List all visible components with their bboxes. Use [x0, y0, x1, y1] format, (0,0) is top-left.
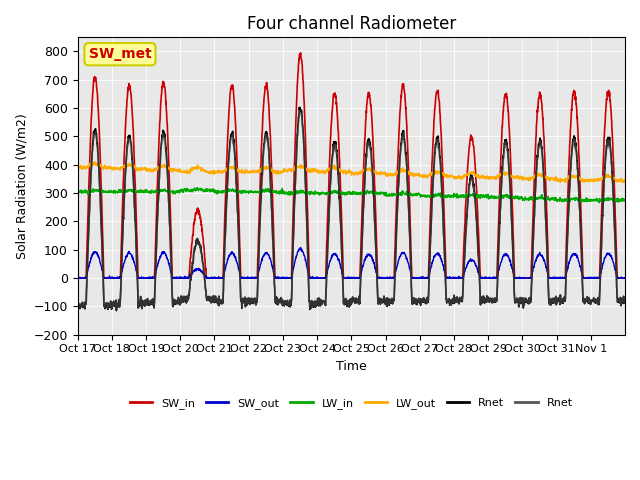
- LW_in: [193, 185, 201, 191]
- SW_in: [621, 275, 629, 281]
- Rnet: [547, 299, 555, 305]
- LW_in: [516, 195, 524, 201]
- Line: SW_out: SW_out: [77, 248, 625, 278]
- Rnet: [113, 308, 120, 313]
- SW_out: [614, 275, 621, 281]
- Rnet: [129, 162, 136, 168]
- SW_out: [74, 275, 81, 280]
- Rnet: [296, 105, 303, 110]
- Line: Rnet: Rnet: [77, 111, 625, 310]
- SW_in: [297, 50, 305, 56]
- Rnet: [247, 298, 255, 303]
- LW_in: [74, 189, 81, 194]
- SW_out: [547, 275, 555, 281]
- Rnet: [614, 300, 621, 305]
- SW_in: [129, 111, 136, 117]
- LW_out: [247, 169, 255, 175]
- Line: LW_in: LW_in: [77, 188, 625, 203]
- LW_out: [129, 162, 136, 168]
- Rnet: [247, 297, 255, 303]
- X-axis label: Time: Time: [336, 360, 367, 373]
- SW_out: [129, 254, 136, 260]
- SW_out: [297, 245, 305, 251]
- LW_in: [129, 187, 136, 192]
- LW_out: [621, 179, 629, 185]
- Line: LW_out: LW_out: [77, 162, 625, 182]
- Rnet: [547, 299, 555, 304]
- Rnet: [385, 300, 392, 305]
- Rnet: [516, 296, 524, 301]
- Y-axis label: Solar Radiation (W/m2): Solar Radiation (W/m2): [15, 113, 28, 259]
- Line: Rnet: Rnet: [77, 108, 625, 311]
- Rnet: [129, 164, 136, 169]
- LW_in: [385, 192, 392, 197]
- Rnet: [74, 305, 81, 311]
- Rnet: [614, 299, 621, 305]
- SW_in: [246, 275, 254, 281]
- LW_in: [595, 200, 603, 205]
- LW_out: [614, 178, 621, 184]
- LW_in: [621, 198, 629, 204]
- SW_in: [547, 275, 555, 281]
- Line: SW_in: SW_in: [77, 53, 625, 278]
- SW_out: [74, 275, 82, 281]
- LW_out: [516, 174, 524, 180]
- LW_in: [247, 188, 255, 194]
- Legend: SW_in, SW_out, LW_in, LW_out, Rnet, Rnet: SW_in, SW_out, LW_in, LW_out, Rnet, Rnet: [125, 394, 577, 414]
- LW_out: [91, 159, 99, 165]
- Title: Four channel Radiometer: Four channel Radiometer: [246, 15, 456, 33]
- SW_out: [385, 275, 392, 281]
- LW_out: [562, 180, 570, 185]
- LW_out: [547, 176, 555, 181]
- SW_in: [74, 275, 81, 281]
- LW_out: [74, 164, 81, 170]
- Rnet: [621, 295, 629, 300]
- LW_in: [547, 196, 555, 202]
- SW_out: [516, 275, 524, 281]
- SW_in: [614, 275, 621, 281]
- Text: SW_met: SW_met: [88, 47, 151, 61]
- Rnet: [296, 108, 303, 114]
- Rnet: [621, 295, 629, 301]
- Rnet: [113, 307, 120, 313]
- LW_out: [385, 171, 392, 177]
- LW_in: [614, 199, 621, 205]
- SW_in: [385, 275, 392, 281]
- Rnet: [74, 305, 81, 311]
- Rnet: [385, 300, 392, 306]
- SW_out: [247, 275, 255, 281]
- Rnet: [516, 296, 524, 302]
- SW_out: [621, 275, 629, 281]
- SW_in: [516, 275, 524, 281]
